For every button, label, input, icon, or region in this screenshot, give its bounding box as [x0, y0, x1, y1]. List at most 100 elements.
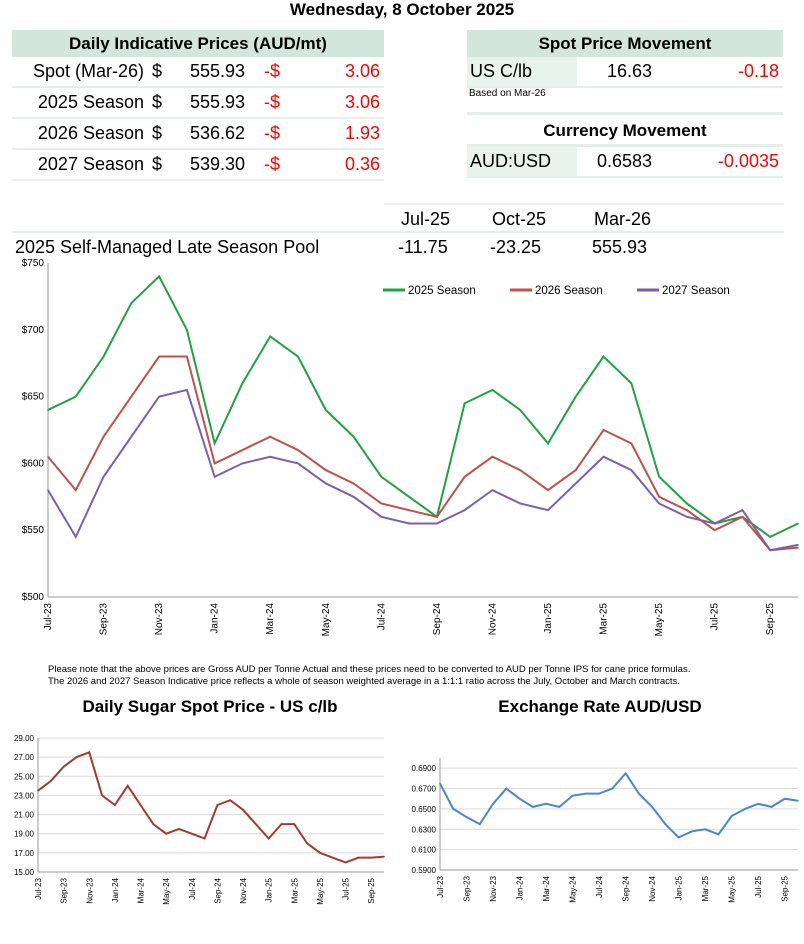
price-label: 2025 Season — [37, 92, 144, 112]
data-point — [574, 469, 577, 471]
data-point — [102, 475, 105, 478]
data-point — [306, 842, 308, 845]
price-label: Spot (Mar-26) — [32, 61, 144, 81]
price-change: 3.06 — [344, 92, 380, 112]
data-point — [491, 389, 494, 391]
data-point — [324, 409, 327, 411]
spot-note: Based on Mar-26 — [469, 88, 546, 99]
pool-col: Mar-26 — [594, 209, 652, 229]
y-tick-label: $600 — [22, 458, 45, 469]
y-tick-label: $550 — [22, 525, 45, 536]
data-point — [677, 836, 680, 839]
currency-symbol: $ — [152, 123, 163, 143]
pool-label: 2025 Self-Managed Late Season Pool — [15, 237, 320, 257]
data-point — [139, 804, 142, 806]
data-point — [408, 522, 410, 525]
data-point — [269, 435, 272, 438]
data-point — [519, 502, 522, 505]
data-point — [452, 808, 455, 810]
x-tick-label: May-24 — [162, 877, 171, 904]
data-point — [241, 462, 244, 465]
price-value: 555.93 — [190, 92, 246, 112]
spot-value: 16.63 — [607, 61, 653, 81]
data-point — [269, 335, 272, 338]
data-point — [585, 792, 587, 795]
data-point — [463, 475, 466, 478]
data-point — [436, 522, 438, 525]
data-point — [47, 455, 49, 458]
data-point — [267, 837, 270, 840]
x-tick-label: Sep-23 — [60, 877, 69, 903]
change-sign: -$ — [264, 154, 281, 174]
pool-value: -23.25 — [490, 237, 542, 257]
data-point — [741, 516, 744, 518]
data-point — [297, 462, 299, 465]
note-line: The 2026 and 2027 Season Indicative pric… — [48, 676, 680, 687]
data-point — [357, 856, 360, 859]
x-tick-label: Jul-24 — [188, 877, 197, 899]
y-tick-label: 0.6100 — [412, 846, 437, 855]
data-point — [797, 522, 799, 525]
y-tick-label: 17.00 — [14, 849, 35, 858]
data-point — [186, 355, 188, 358]
x-tick-label: Sep-24 — [213, 877, 222, 903]
data-point — [255, 823, 257, 825]
data-point — [352, 482, 355, 485]
x-tick-label: Jul-23 — [436, 875, 445, 897]
data-point — [602, 455, 605, 458]
x-tick-label: Sep-25 — [765, 603, 776, 636]
pool-row: 2025 Self-Managed Late Season Pool -11.7… — [12, 231, 784, 261]
data-point — [241, 382, 244, 385]
data-point — [229, 799, 232, 802]
data-point — [380, 475, 383, 478]
data-point — [463, 402, 466, 405]
x-tick-label: Jul-25 — [754, 875, 763, 897]
series-line-series — [37, 751, 385, 864]
data-point — [324, 482, 327, 485]
x-tick-label: May-24 — [321, 603, 332, 637]
data-point — [519, 409, 522, 411]
data-point — [686, 516, 688, 518]
data-point — [691, 830, 693, 833]
x-tick-label: Sep-24 — [622, 875, 631, 901]
data-point — [344, 861, 347, 864]
price-label: 2026 Season — [37, 123, 144, 143]
data-point — [130, 395, 133, 398]
currency-symbol: $ — [152, 154, 163, 174]
currency-change: -0.0035 — [717, 151, 779, 171]
data-point — [370, 856, 372, 859]
legend-label: 2027 Season — [662, 285, 730, 297]
data-point — [713, 522, 716, 525]
legend-label: 2025 Season — [408, 285, 476, 297]
x-tick-label: Sep-25 — [367, 877, 376, 903]
price-row: 2027 Season $539.30 -$ 0.36 — [12, 150, 384, 181]
sugar-spot-chart: 15.00 17.00 19.00 21.00 23.00 25.00 27.00 29.00… — [14, 734, 385, 905]
x-tick-label: Jul-25 — [342, 877, 351, 899]
data-point — [383, 855, 385, 858]
y-tick-label: 29.00 — [14, 734, 35, 743]
pool-col: Jul-25 — [401, 209, 451, 229]
data-point — [518, 797, 521, 800]
x-tick-label: Jan-24 — [516, 875, 525, 900]
data-point — [797, 546, 799, 549]
currency-value: 0.6583 — [597, 151, 653, 171]
data-point — [658, 502, 660, 505]
data-point — [547, 442, 549, 445]
data-point — [152, 823, 155, 825]
data-point — [436, 516, 438, 518]
y-tick-label: 21.00 — [14, 811, 35, 820]
data-point — [630, 442, 633, 445]
x-tick-label: Mar-24 — [137, 877, 146, 903]
legend-label: 2026 Season — [535, 285, 603, 297]
data-point — [769, 536, 772, 538]
price-value: 555.93 — [190, 61, 246, 81]
y-tick-label: 15.00 — [14, 868, 35, 877]
change-sign: -$ — [264, 123, 281, 143]
data-point — [47, 409, 49, 411]
price-notes: Please note that the above prices are Gr… — [48, 664, 690, 688]
x-tick-label: Jan-24 — [111, 877, 120, 902]
y-tick-label: $500 — [22, 592, 45, 603]
season-price-chart: $500 $550 $600 $650 $700 $750 Jul-23 Sep-23 Nov-… — [22, 258, 799, 637]
data-point — [664, 823, 667, 825]
y-tick-label: 27.00 — [14, 753, 35, 762]
